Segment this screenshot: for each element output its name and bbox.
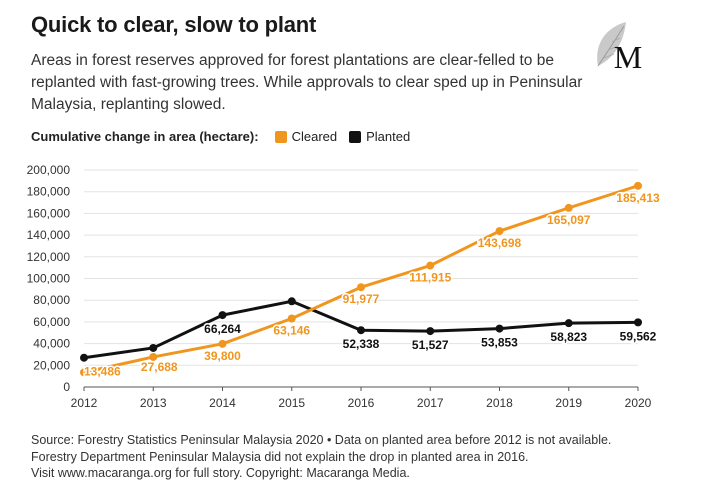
data-label-cleared: 13,486 bbox=[84, 364, 121, 378]
data-point-planted bbox=[426, 327, 435, 336]
data-point-cleared bbox=[287, 314, 296, 323]
data-point-cleared bbox=[357, 283, 365, 292]
x-tick-label: 2018 bbox=[486, 396, 513, 410]
data-point-planted bbox=[495, 324, 504, 333]
data-label-planted: 53,853 bbox=[481, 336, 518, 350]
data-label-cleared: 63,146 bbox=[273, 323, 310, 337]
x-tick-label: 2017 bbox=[417, 396, 444, 410]
legend-item-planted: Planted bbox=[349, 129, 410, 144]
data-label-cleared: 143,698 bbox=[478, 236, 522, 250]
y-tick-label: 20,000 bbox=[33, 358, 70, 372]
x-tick-label: 2012 bbox=[71, 396, 98, 410]
data-label-cleared: 185,413 bbox=[616, 191, 660, 205]
y-tick-label: 160,000 bbox=[27, 206, 71, 220]
data-point-planted bbox=[218, 311, 227, 320]
chart-subtitle: Areas in forest reserves approved for fo… bbox=[31, 52, 583, 113]
data-label-planted: 51,527 bbox=[412, 338, 449, 352]
y-tick-label: 0 bbox=[63, 380, 70, 394]
chart-title: Quick to clear, slow to plant bbox=[31, 12, 317, 37]
data-point-cleared bbox=[426, 261, 435, 270]
footer-credit: Visit www.macaranga.org for full story. … bbox=[31, 466, 410, 480]
y-tick-label: 200,000 bbox=[27, 163, 71, 177]
y-tick-label: 80,000 bbox=[33, 293, 70, 307]
macaranga-logo: M bbox=[590, 18, 650, 78]
line-chart: 0 20,000 40,000 60,000 80,000 100,000 120,000 1… bbox=[27, 163, 662, 410]
data-label-cleared: 39,800 bbox=[204, 349, 241, 363]
legend-text-cleared: Cleared bbox=[291, 129, 338, 144]
data-point-cleared bbox=[634, 181, 642, 190]
legend-text-planted: Planted bbox=[366, 129, 411, 144]
legend-swatch-cleared bbox=[274, 130, 287, 143]
data-label-cleared: 91,977 bbox=[343, 292, 380, 306]
data-label-cleared: 165,097 bbox=[547, 213, 591, 227]
data-point-planted bbox=[149, 343, 158, 352]
data-label-cleared: 27,688 bbox=[141, 360, 178, 374]
y-tick-label: 120,000 bbox=[27, 250, 71, 264]
data-point-cleared bbox=[149, 352, 158, 361]
x-tick-label: 2015 bbox=[278, 396, 305, 410]
data-label-planted: 52,338 bbox=[343, 337, 380, 351]
data-point-planted bbox=[564, 319, 573, 328]
leaf-icon: M bbox=[597, 22, 642, 75]
footer-note: Forestry Department Peninsular Malaysia … bbox=[31, 449, 529, 464]
y-tick-label: 140,000 bbox=[27, 228, 71, 242]
data-point-cleared bbox=[80, 368, 88, 377]
data-point-planted bbox=[357, 326, 365, 335]
data-point-planted bbox=[287, 297, 296, 306]
data-point-cleared bbox=[564, 203, 573, 212]
footer-source: Source: Forestry Statistics Peninsular M… bbox=[31, 433, 612, 447]
footer: Source: Forestry Statistics Peninsular M… bbox=[31, 432, 611, 482]
legend-item-cleared: Cleared bbox=[274, 129, 338, 144]
legend-label: Cumulative change in area (hectare): bbox=[31, 129, 259, 144]
data-point-planted bbox=[80, 353, 88, 362]
y-tick-label: 40,000 bbox=[33, 337, 70, 351]
x-tick-label: 2013 bbox=[140, 396, 167, 410]
x-tick-label: 2014 bbox=[209, 396, 236, 410]
data-point-cleared bbox=[495, 227, 504, 236]
x-tick-label: 2020 bbox=[625, 396, 652, 410]
y-tick-label: 180,000 bbox=[27, 185, 71, 199]
data-label-planted: 59,562 bbox=[620, 329, 657, 343]
data-label-planted: 66,264 bbox=[204, 322, 241, 336]
data-label-planted: 58,823 bbox=[550, 330, 587, 344]
y-tick-label: 60,000 bbox=[33, 315, 70, 329]
legend: Cumulative change in area (hectare): Cle… bbox=[31, 129, 422, 144]
legend-swatch-planted bbox=[349, 130, 362, 143]
logo-letter: M bbox=[614, 39, 642, 75]
data-point-planted bbox=[634, 318, 642, 327]
data-label-cleared: 111,915 bbox=[409, 271, 451, 285]
x-tick-label: 2019 bbox=[555, 396, 582, 410]
y-tick-label: 100,000 bbox=[27, 272, 71, 286]
data-point-cleared bbox=[218, 339, 227, 348]
x-tick-label: 2016 bbox=[348, 396, 375, 410]
